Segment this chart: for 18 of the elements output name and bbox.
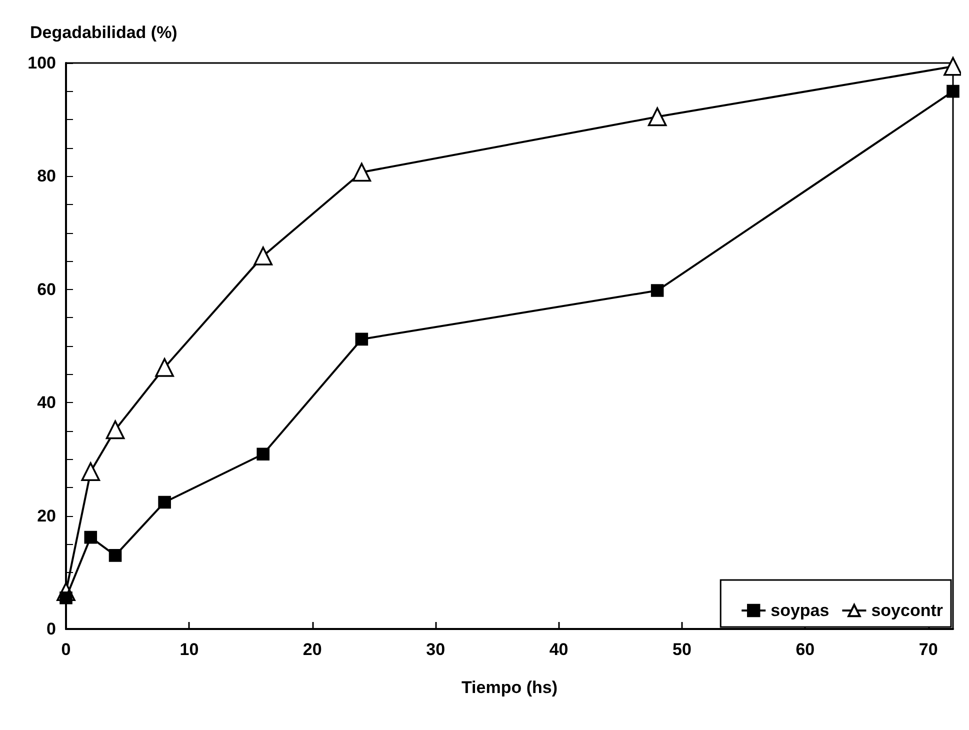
x-tick-label: 70 bbox=[918, 640, 938, 659]
y-tick-label: 100 bbox=[28, 54, 56, 72]
y-tick-label: 60 bbox=[37, 280, 56, 299]
x-tick-label: 10 bbox=[180, 640, 199, 659]
x-axis-title: Tiempo (hs) bbox=[461, 678, 558, 697]
x-tick-label: 30 bbox=[426, 640, 446, 659]
y-tick-label: 20 bbox=[37, 506, 56, 526]
x-tick-label: 50 bbox=[672, 640, 692, 659]
y-tick-label: 80 bbox=[37, 166, 56, 186]
x-tick-label: 40 bbox=[549, 640, 568, 659]
x-tick-label: 0 bbox=[61, 640, 71, 659]
y-axis-title: Degadabilidad (%) bbox=[30, 23, 178, 42]
legend-label: soypas bbox=[770, 601, 830, 620]
x-tick-label: 20 bbox=[302, 640, 322, 659]
y-tick-label: 40 bbox=[37, 393, 56, 412]
legend-label: soycontr bbox=[871, 601, 944, 620]
x-tick-label: 60 bbox=[796, 640, 815, 659]
y-tick-label: 0 bbox=[46, 620, 56, 638]
